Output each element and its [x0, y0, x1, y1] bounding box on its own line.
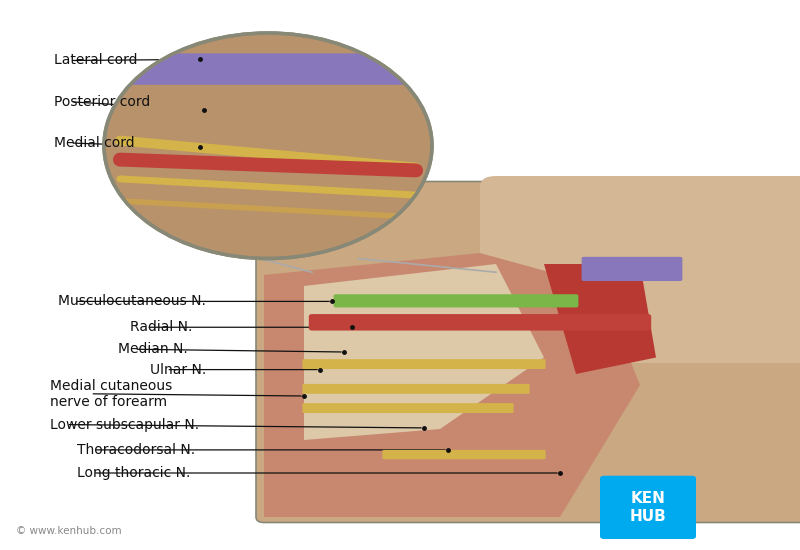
- Text: Long thoracic N.: Long thoracic N.: [77, 466, 190, 480]
- FancyBboxPatch shape: [480, 176, 800, 363]
- FancyBboxPatch shape: [334, 294, 578, 307]
- Text: Posterior cord: Posterior cord: [54, 95, 150, 109]
- FancyBboxPatch shape: [256, 182, 800, 522]
- FancyBboxPatch shape: [302, 403, 514, 413]
- FancyArrowPatch shape: [120, 201, 416, 217]
- Text: © www.kenhub.com: © www.kenhub.com: [16, 526, 122, 536]
- Text: Median N.: Median N.: [118, 342, 188, 356]
- FancyBboxPatch shape: [600, 476, 696, 539]
- Circle shape: [104, 33, 432, 258]
- FancyArrowPatch shape: [120, 140, 416, 168]
- FancyBboxPatch shape: [302, 384, 530, 394]
- Text: Musculocutaneous N.: Musculocutaneous N.: [58, 294, 206, 309]
- FancyBboxPatch shape: [382, 450, 546, 459]
- FancyArrowPatch shape: [120, 160, 416, 170]
- Text: Lateral cord: Lateral cord: [54, 53, 138, 68]
- Polygon shape: [544, 264, 656, 374]
- Text: Medial cord: Medial cord: [54, 136, 135, 150]
- Text: KEN
HUB: KEN HUB: [630, 491, 666, 524]
- Text: Medial cutaneous
nerve of forearm: Medial cutaneous nerve of forearm: [50, 379, 173, 409]
- FancyBboxPatch shape: [582, 257, 682, 281]
- Text: Ulnar N.: Ulnar N.: [150, 362, 206, 377]
- FancyBboxPatch shape: [309, 314, 651, 331]
- Text: Thoracodorsal N.: Thoracodorsal N.: [77, 443, 195, 457]
- Polygon shape: [304, 264, 544, 440]
- Text: Radial N.: Radial N.: [130, 320, 193, 334]
- FancyBboxPatch shape: [302, 359, 546, 369]
- FancyBboxPatch shape: [109, 53, 427, 85]
- Polygon shape: [264, 253, 640, 517]
- Text: Lower subscapular N.: Lower subscapular N.: [50, 417, 199, 432]
- FancyArrowPatch shape: [120, 179, 416, 195]
